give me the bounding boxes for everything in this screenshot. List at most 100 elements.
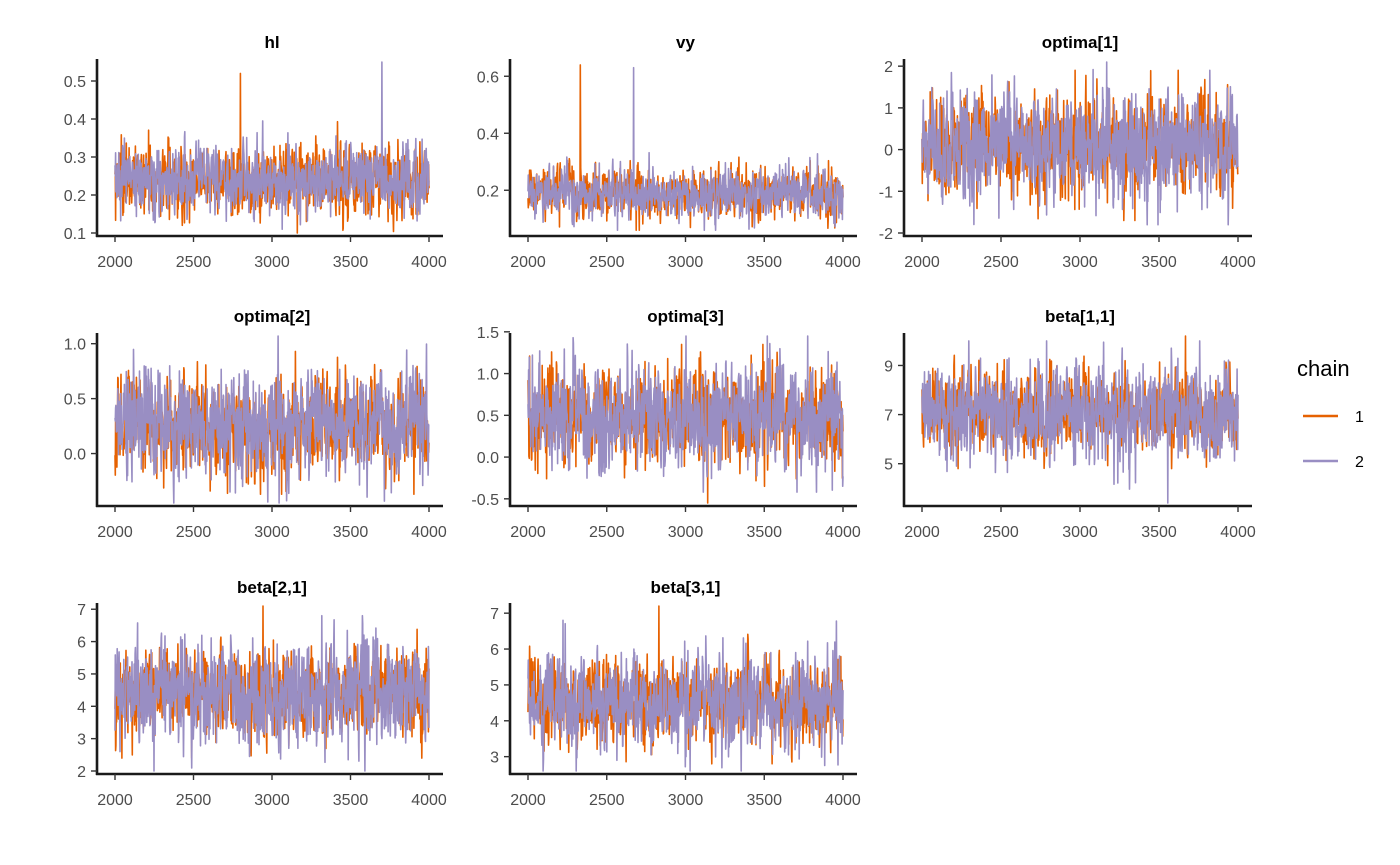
- x-tick-label: 3500: [746, 524, 782, 541]
- series-chain-2: [114, 61, 430, 230]
- x-tick-label: 2000: [510, 254, 546, 271]
- panel-title: beta[1,1]: [1045, 307, 1115, 326]
- series-chain-2: [527, 66, 844, 231]
- panel-title: hl: [264, 33, 279, 52]
- x-tick-label: 3500: [333, 792, 369, 809]
- x-tick-label: 3000: [668, 792, 704, 809]
- y-tick-label: 0.6: [477, 69, 499, 86]
- panel-0: hl 0.1 0.2 0.3 0.4 0.5 2000 2500 3000 3500 4000: [64, 33, 447, 271]
- panel-6: beta[2,1] 2 3 4 5 6 7 2000 2500 3000 3500 4000: [77, 578, 447, 809]
- panel-5: beta[1,1] 5 7 9 2000 2500 3000 3500 4000: [884, 307, 1256, 541]
- legend-title: chain: [1297, 356, 1350, 381]
- panel-title: optima[1]: [1042, 33, 1119, 52]
- x-tick-label: 4000: [411, 254, 447, 271]
- series-chain-2: [114, 614, 430, 772]
- x-tick-label: 3000: [668, 524, 704, 541]
- x-tick-label: 2500: [983, 254, 1019, 271]
- y-tick-label: 1: [884, 101, 893, 118]
- x-tick-label: 3000: [668, 254, 704, 271]
- y-tick-label: 0.4: [64, 112, 86, 129]
- x-tick-label: 2500: [589, 524, 625, 541]
- y-tick-label: 2: [77, 764, 86, 781]
- x-tick-label: 4000: [825, 254, 861, 271]
- y-tick-label: 6: [77, 635, 86, 652]
- x-tick-label: 3500: [746, 792, 782, 809]
- y-tick-label: 0.2: [64, 188, 86, 205]
- x-tick-label: 3500: [1141, 524, 1177, 541]
- x-tick-label: 3000: [254, 792, 290, 809]
- y-tick-label: 7: [77, 602, 86, 619]
- x-tick-label: 2000: [97, 792, 133, 809]
- legend-label-chain-2: 2: [1355, 454, 1364, 471]
- y-tick-label: 0.4: [477, 126, 499, 143]
- x-tick-label: 2500: [176, 524, 212, 541]
- y-tick-label: 3: [490, 750, 499, 767]
- x-tick-label: 2500: [589, 792, 625, 809]
- series-chain-2: [921, 61, 1239, 226]
- y-tick-label: -1: [879, 184, 893, 201]
- x-tick-label: 2000: [904, 254, 940, 271]
- x-tick-label: 3000: [1062, 254, 1098, 271]
- series-chain-2: [921, 340, 1239, 504]
- chain-legend: chain 1 2: [1297, 356, 1364, 471]
- facet-panels: hl 0.1 0.2 0.3 0.4 0.5 2000 2500 3000 3500 4000 vy 0…: [64, 33, 1256, 809]
- y-tick-label: 5: [490, 678, 499, 695]
- x-tick-label: 2000: [97, 254, 133, 271]
- panel-title: vy: [676, 33, 695, 52]
- y-tick-label: 0.5: [64, 392, 86, 409]
- y-tick-label: 2: [884, 59, 893, 76]
- x-tick-label: 3500: [746, 254, 782, 271]
- panel-title: beta[3,1]: [651, 578, 721, 597]
- x-tick-label: 2000: [510, 792, 546, 809]
- y-tick-label: 0.5: [477, 408, 499, 425]
- x-tick-label: 4000: [411, 792, 447, 809]
- y-tick-label: 1.0: [477, 367, 499, 384]
- y-tick-label: -0.5: [471, 492, 499, 509]
- y-tick-label: 7: [490, 606, 499, 623]
- panel-4: optima[3] -0.5 0.0 0.5 1.0 1.5 2000 2500 3000 350…: [471, 307, 860, 541]
- y-tick-label: 0.2: [477, 183, 499, 200]
- x-tick-label: 4000: [1220, 524, 1256, 541]
- series-chain-2: [527, 619, 844, 772]
- x-tick-label: 2500: [176, 254, 212, 271]
- panel-2: optima[1] -2 -1 0 1 2 2000 2500 3000 3500 4000: [879, 33, 1256, 271]
- x-tick-label: 4000: [825, 792, 861, 809]
- y-tick-label: 1.0: [64, 337, 86, 354]
- series-chain-2: [527, 335, 844, 493]
- y-tick-label: 4: [490, 714, 499, 731]
- y-tick-label: 6: [490, 642, 499, 659]
- y-tick-label: 0.1: [64, 226, 86, 243]
- y-tick-label: 0.5: [64, 74, 86, 91]
- panel-3: optima[2] 0.0 0.5 1.0 2000 2500 3000 3500 4000: [64, 307, 447, 541]
- x-tick-label: 4000: [411, 524, 447, 541]
- x-tick-label: 3000: [1062, 524, 1098, 541]
- x-tick-label: 3500: [333, 524, 369, 541]
- series-chain-2: [114, 335, 430, 504]
- y-tick-label: 7: [884, 408, 893, 425]
- x-tick-label: 3000: [254, 254, 290, 271]
- x-tick-label: 2000: [510, 524, 546, 541]
- y-tick-label: 4: [77, 699, 86, 716]
- y-tick-label: 5: [884, 457, 893, 474]
- y-tick-label: 0.3: [64, 150, 86, 167]
- legend-label-chain-1: 1: [1355, 409, 1364, 426]
- x-tick-label: 3000: [254, 524, 290, 541]
- y-tick-label: 0.0: [64, 447, 86, 464]
- y-tick-label: 1.5: [477, 325, 499, 342]
- x-tick-label: 2000: [904, 524, 940, 541]
- y-tick-label: 3: [77, 732, 86, 749]
- x-tick-label: 4000: [1220, 254, 1256, 271]
- x-tick-label: 2000: [97, 524, 133, 541]
- panel-title: optima[2]: [234, 307, 311, 326]
- y-tick-label: 0: [884, 143, 893, 160]
- panel-title: beta[2,1]: [237, 578, 307, 597]
- x-tick-label: 3500: [333, 254, 369, 271]
- x-tick-label: 3500: [1141, 254, 1177, 271]
- panel-title: optima[3]: [647, 307, 724, 326]
- y-tick-label: 5: [77, 667, 86, 684]
- y-tick-label: 0.0: [477, 450, 499, 467]
- y-tick-label: -2: [879, 226, 893, 243]
- x-tick-label: 2500: [589, 254, 625, 271]
- x-tick-label: 2500: [176, 792, 212, 809]
